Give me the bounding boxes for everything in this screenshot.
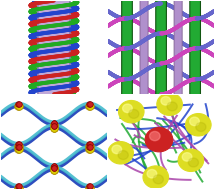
Circle shape bbox=[190, 117, 199, 126]
Circle shape bbox=[143, 166, 169, 188]
Circle shape bbox=[108, 142, 133, 164]
FancyBboxPatch shape bbox=[122, 0, 132, 95]
Circle shape bbox=[182, 153, 192, 161]
Circle shape bbox=[188, 158, 198, 167]
Circle shape bbox=[112, 145, 122, 154]
FancyBboxPatch shape bbox=[190, 0, 200, 95]
FancyBboxPatch shape bbox=[174, 0, 182, 95]
Circle shape bbox=[167, 102, 177, 111]
Circle shape bbox=[147, 170, 157, 178]
FancyBboxPatch shape bbox=[156, 0, 166, 95]
FancyBboxPatch shape bbox=[140, 0, 148, 95]
Circle shape bbox=[153, 175, 163, 184]
Circle shape bbox=[186, 114, 211, 136]
Circle shape bbox=[196, 122, 206, 132]
Circle shape bbox=[118, 101, 144, 123]
Circle shape bbox=[118, 151, 128, 160]
Circle shape bbox=[161, 97, 171, 105]
FancyBboxPatch shape bbox=[38, 0, 70, 97]
Circle shape bbox=[145, 128, 173, 152]
Circle shape bbox=[129, 109, 139, 118]
Circle shape bbox=[150, 131, 160, 141]
Circle shape bbox=[178, 149, 204, 171]
Circle shape bbox=[123, 104, 132, 113]
Circle shape bbox=[157, 93, 182, 115]
